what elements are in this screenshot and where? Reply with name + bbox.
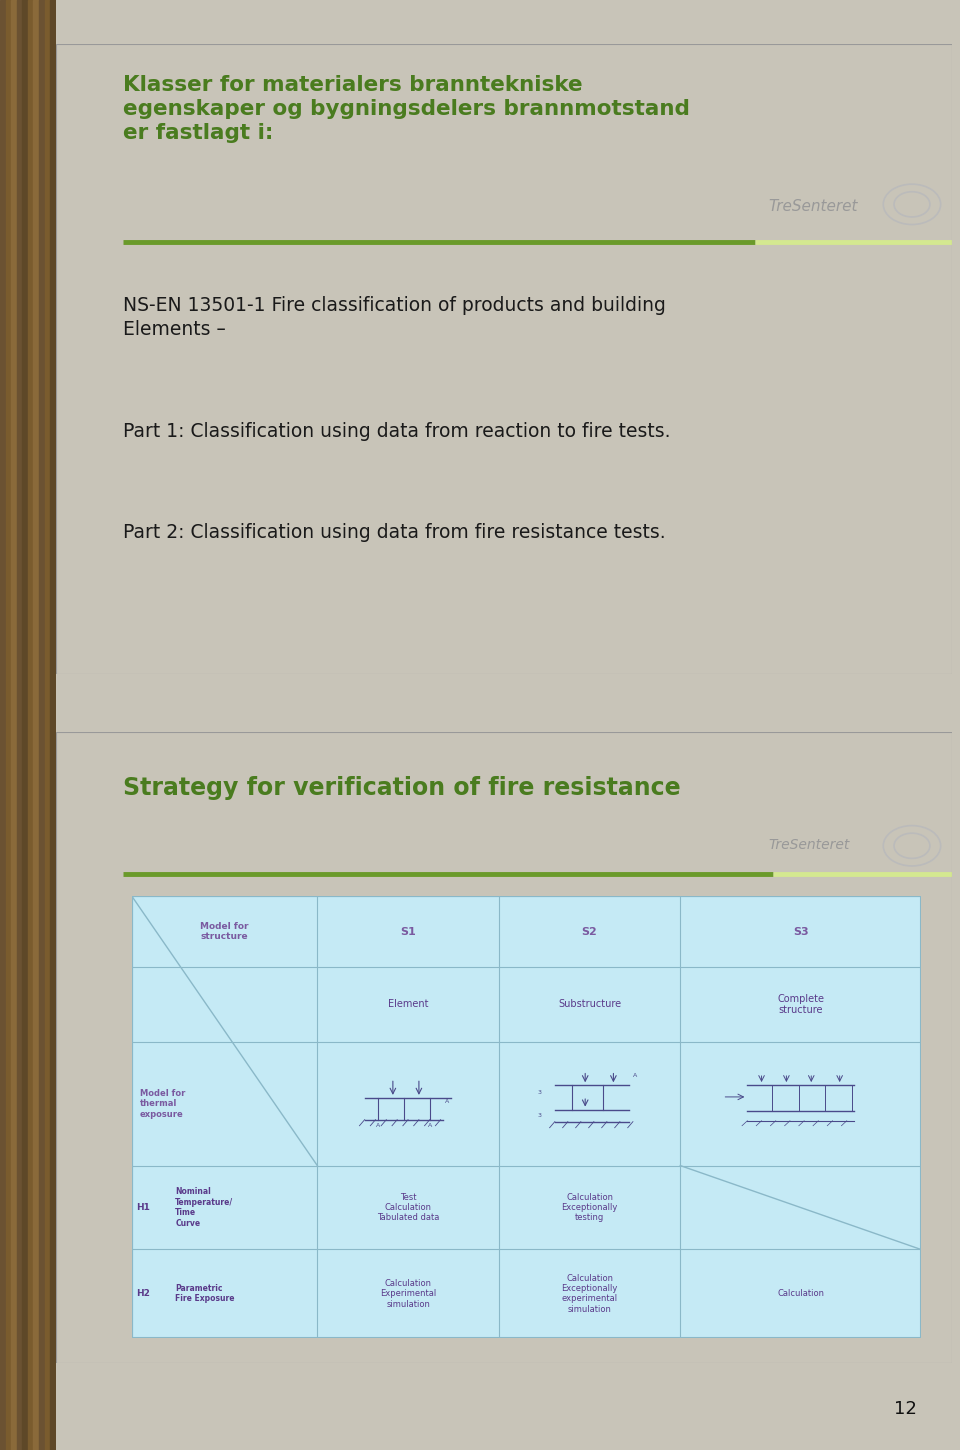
- Bar: [44, 0, 50, 1450]
- Text: Klasser for materialers branntekniske
egenskaper og bygningsdelers brannmotstand: Klasser for materialers branntekniske eg…: [123, 75, 690, 144]
- Text: H1: H1: [135, 1204, 150, 1212]
- Text: Substructure: Substructure: [558, 999, 621, 1009]
- Bar: [12, 0, 16, 1450]
- Text: 3: 3: [538, 1090, 541, 1095]
- Text: Test
Calculation
Tabulated data: Test Calculation Tabulated data: [377, 1192, 440, 1222]
- Bar: [16, 0, 22, 1450]
- Text: Calculation: Calculation: [777, 1289, 824, 1298]
- Text: A: A: [427, 1124, 432, 1128]
- Text: Part 2: Classification using data from fire resistance tests.: Part 2: Classification using data from f…: [123, 523, 665, 542]
- Text: Calculation
Exceptionally
experimental
simulation: Calculation Exceptionally experimental s…: [562, 1273, 617, 1314]
- Text: Strategy for verification of fire resistance: Strategy for verification of fire resist…: [123, 776, 681, 800]
- Text: Part 1: Classification using data from reaction to fire tests.: Part 1: Classification using data from r…: [123, 422, 670, 441]
- Bar: [39, 0, 44, 1450]
- Text: S1: S1: [400, 927, 416, 937]
- Bar: [6, 0, 12, 1450]
- Text: S2: S2: [582, 927, 597, 937]
- Text: Element: Element: [388, 999, 428, 1009]
- Text: Model for
structure: Model for structure: [201, 922, 249, 941]
- Text: Complete
structure: Complete structure: [777, 993, 824, 1015]
- Text: A: A: [375, 1124, 380, 1128]
- Text: S3: S3: [793, 927, 808, 937]
- Text: TreSenteret: TreSenteret: [769, 838, 850, 853]
- Text: NS-EN 13501-1 Fire classification of products and building
Elements –: NS-EN 13501-1 Fire classification of pro…: [123, 296, 666, 339]
- Text: Model for
thermal
exposure: Model for thermal exposure: [140, 1089, 185, 1118]
- Text: TreSenteret: TreSenteret: [769, 199, 858, 213]
- Text: Nominal
Temperature/
Time
Curve: Nominal Temperature/ Time Curve: [176, 1188, 233, 1228]
- Text: H2: H2: [135, 1289, 150, 1298]
- Text: A: A: [633, 1073, 637, 1077]
- Text: A: A: [444, 1099, 449, 1103]
- Bar: [28, 0, 34, 1450]
- Bar: [0, 0, 6, 1450]
- Bar: [34, 0, 39, 1450]
- Bar: [22, 0, 28, 1450]
- Text: Calculation
Experimental
simulation: Calculation Experimental simulation: [380, 1279, 436, 1308]
- Text: Parametric
Fire Exposure: Parametric Fire Exposure: [176, 1283, 235, 1304]
- Bar: [50, 0, 56, 1450]
- Text: Calculation
Exceptionally
testing: Calculation Exceptionally testing: [562, 1192, 617, 1222]
- Text: 3: 3: [538, 1114, 541, 1118]
- Text: 12: 12: [894, 1401, 917, 1418]
